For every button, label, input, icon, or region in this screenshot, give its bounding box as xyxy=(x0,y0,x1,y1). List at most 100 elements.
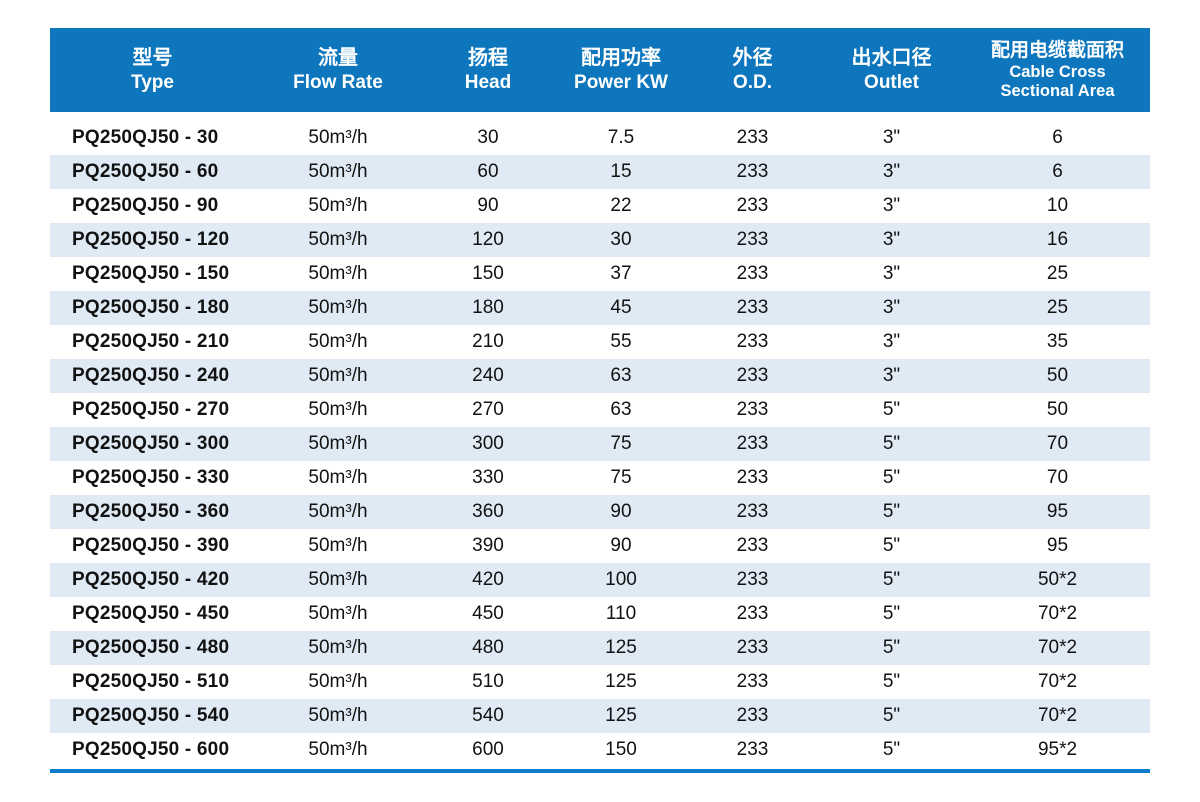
cell-type: PQ250QJ50 - 330 xyxy=(72,467,230,488)
cell-cable-cross-sectional-area: 50 xyxy=(1046,365,1069,386)
cell-head: 480 xyxy=(472,637,504,658)
cell-power-kw: 30 xyxy=(610,229,632,250)
cell-flow-rate: 50m³/h xyxy=(308,467,368,488)
cell-cable-cross-sectional-area: 25 xyxy=(1046,263,1069,284)
cell-type: PQ250QJ50 - 90 xyxy=(72,195,219,216)
column-header-type: 型号 Type xyxy=(50,28,255,112)
cell-flow-rate: 50m³/h xyxy=(308,501,368,522)
cell-flow-rate: 50m³/h xyxy=(308,535,368,556)
cell-flow-rate: 50m³/h xyxy=(308,331,368,352)
column-header-cn-label: 扬程 xyxy=(468,47,508,69)
column-header-outlet: 出水口径 Outlet xyxy=(818,28,965,112)
cell-cable-cross-sectional-area: 16 xyxy=(1046,229,1069,250)
cell-cable-cross-sectional-area: 70*2 xyxy=(1037,637,1078,658)
cell-head: 540 xyxy=(472,705,504,726)
cell-flow-rate: 50m³/h xyxy=(308,671,368,692)
cell-type: PQ250QJ50 - 540 xyxy=(72,705,230,726)
cell-power-kw: 63 xyxy=(610,399,632,420)
cell-cable-cross-sectional-area: 50 xyxy=(1046,399,1069,420)
cell-cable-cross-sectional-area: 10 xyxy=(1046,195,1069,216)
table-row: PQ250QJ50 - 90 50m³/h 90 22 233 3" 10 xyxy=(50,189,1150,223)
pump-spec-table: 型号 Type 流量 Flow Rate 扬程 Head 配用功率 Power KW 外径 O.D… xyxy=(50,28,1150,773)
table-row: PQ250QJ50 - 420 50m³/h 420 100 233 5" 50*2 xyxy=(50,563,1150,597)
cell-type: PQ250QJ50 - 270 xyxy=(72,399,230,420)
cell-cable-cross-sectional-area: 95 xyxy=(1046,535,1069,556)
column-header-cn-label: 配用电缆截面积 xyxy=(990,40,1124,61)
column-header-en-label: Cable Cross Sectional Area xyxy=(1000,63,1115,100)
cell-outlet: 5" xyxy=(882,569,901,590)
cell-head: 150 xyxy=(472,263,504,284)
cell-type: PQ250QJ50 - 150 xyxy=(72,263,230,284)
cell-outlet: 3" xyxy=(882,127,901,148)
header-body-gap xyxy=(50,112,1150,121)
cell-cable-cross-sectional-area: 70*2 xyxy=(1037,671,1078,692)
cell-outlet: 5" xyxy=(882,433,901,454)
cell-outlet: 3" xyxy=(882,365,901,386)
cell-head: 270 xyxy=(472,399,504,420)
cell-type: PQ250QJ50 - 30 xyxy=(72,127,219,148)
cell-o-d: 233 xyxy=(736,467,769,488)
cell-head: 60 xyxy=(477,161,499,182)
cell-flow-rate: 50m³/h xyxy=(308,569,368,590)
cell-power-kw: 55 xyxy=(610,331,632,352)
cell-o-d: 233 xyxy=(736,739,769,760)
column-header-cn-label: 配用功率 xyxy=(581,47,661,69)
cell-power-kw: 125 xyxy=(605,637,637,658)
cell-o-d: 233 xyxy=(736,637,769,658)
cell-type: PQ250QJ50 - 300 xyxy=(72,433,230,454)
cell-cable-cross-sectional-area: 70*2 xyxy=(1037,603,1078,624)
cell-o-d: 233 xyxy=(736,671,769,692)
cell-type: PQ250QJ50 - 480 xyxy=(72,637,230,658)
table-row: PQ250QJ50 - 510 50m³/h 510 125 233 5" 70*2 xyxy=(50,665,1150,699)
table-body: PQ250QJ50 - 30 50m³/h 30 7.5 233 3" 6 PQ250QJ50… xyxy=(50,121,1150,767)
table-row: PQ250QJ50 - 270 50m³/h 270 63 233 5" 50 xyxy=(50,393,1150,427)
cell-outlet: 3" xyxy=(882,331,901,352)
cell-power-kw: 15 xyxy=(610,161,632,182)
cell-head: 240 xyxy=(472,365,504,386)
column-header-cn-label: 外径 xyxy=(732,47,773,69)
cell-power-kw: 63 xyxy=(610,365,632,386)
table-row: PQ250QJ50 - 240 50m³/h 240 63 233 3" 50 xyxy=(50,359,1150,393)
cell-o-d: 233 xyxy=(736,263,769,284)
column-header-power-kw: 配用功率 Power KW xyxy=(555,28,687,112)
cell-type: PQ250QJ50 - 390 xyxy=(72,535,230,556)
cell-power-kw: 150 xyxy=(605,739,637,760)
cell-head: 330 xyxy=(472,467,504,488)
cell-cable-cross-sectional-area: 6 xyxy=(1052,161,1063,182)
column-header-cn-label: 出水口径 xyxy=(851,47,932,69)
cell-power-kw: 100 xyxy=(605,569,637,590)
cell-type: PQ250QJ50 - 360 xyxy=(72,501,230,522)
cell-cable-cross-sectional-area: 70*2 xyxy=(1037,705,1078,726)
cell-type: PQ250QJ50 - 600 xyxy=(72,739,230,760)
cell-type: PQ250QJ50 - 60 xyxy=(72,161,219,182)
cell-head: 300 xyxy=(472,433,504,454)
table-row: PQ250QJ50 - 30 50m³/h 30 7.5 233 3" 6 xyxy=(50,121,1150,155)
column-header-cn-label: 型号 xyxy=(132,47,173,69)
table-row: PQ250QJ50 - 540 50m³/h 540 125 233 5" 70*2 xyxy=(50,699,1150,733)
column-header-en-label: Power KW xyxy=(574,72,668,93)
table-header-row: 型号 Type 流量 Flow Rate 扬程 Head 配用功率 Power KW 外径 O.D… xyxy=(50,28,1150,112)
cell-outlet: 5" xyxy=(882,501,901,522)
cell-power-kw: 125 xyxy=(605,671,637,692)
cell-o-d: 233 xyxy=(736,195,769,216)
cell-flow-rate: 50m³/h xyxy=(308,739,368,760)
cell-head: 450 xyxy=(472,603,504,624)
table-bottom-rule xyxy=(50,769,1150,773)
cell-cable-cross-sectional-area: 70 xyxy=(1046,433,1069,454)
cell-type: PQ250QJ50 - 510 xyxy=(72,671,230,692)
cell-power-kw: 22 xyxy=(610,195,632,216)
cell-o-d: 233 xyxy=(736,433,769,454)
cell-flow-rate: 50m³/h xyxy=(308,637,368,658)
column-header-o-d: 外径 O.D. xyxy=(687,28,818,112)
cell-head: 120 xyxy=(472,229,504,250)
table-row: PQ250QJ50 - 300 50m³/h 300 75 233 5" 70 xyxy=(50,427,1150,461)
cell-power-kw: 37 xyxy=(610,263,632,284)
cell-outlet: 3" xyxy=(882,229,901,250)
cell-outlet: 5" xyxy=(882,705,901,726)
cell-flow-rate: 50m³/h xyxy=(308,433,368,454)
cell-o-d: 233 xyxy=(736,569,769,590)
cell-flow-rate: 50m³/h xyxy=(308,229,368,250)
cell-power-kw: 75 xyxy=(610,433,632,454)
cell-o-d: 233 xyxy=(736,161,769,182)
cell-type: PQ250QJ50 - 450 xyxy=(72,603,230,624)
